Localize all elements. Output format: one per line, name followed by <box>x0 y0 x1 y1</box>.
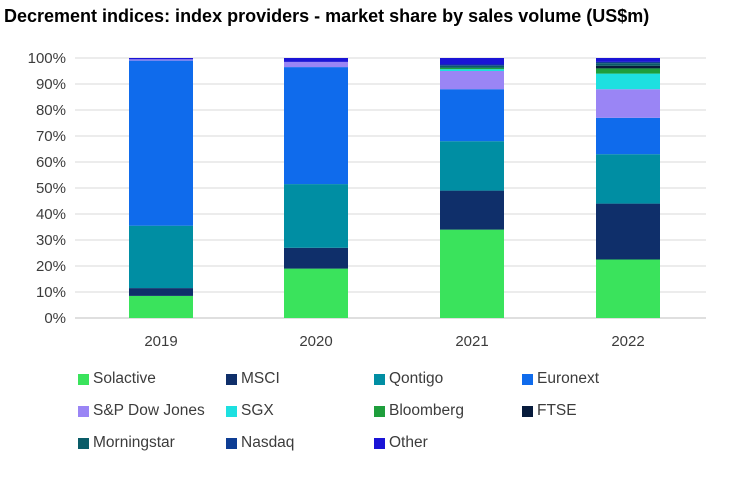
bar-segment-euronext <box>440 89 504 142</box>
legend-label: FTSE <box>537 402 577 419</box>
legend-item: Qontigo <box>374 370 443 388</box>
legend-label: MSCI <box>241 370 280 387</box>
legend-swatch <box>78 373 89 385</box>
legend-item: MSCI <box>226 370 280 388</box>
legend-item: Morningstar <box>78 434 175 452</box>
bar-segment-s-p-dow-jones <box>596 89 660 118</box>
legend-swatch <box>226 405 237 417</box>
bar-segment-euronext <box>129 60 193 226</box>
legend-item: S&P Dow Jones <box>78 402 205 420</box>
legend-label: SGX <box>241 402 274 419</box>
bar-segment-nasdaq <box>440 64 504 66</box>
legend-item: Other <box>374 434 428 452</box>
bar-segment-sgx <box>440 69 504 71</box>
legend-label: Morningstar <box>93 434 175 451</box>
bar-segment-msci <box>596 203 660 260</box>
legend-swatch <box>226 437 237 449</box>
legend-item: Solactive <box>78 370 156 388</box>
x-tick-label: 2022 <box>611 333 644 350</box>
legend-item: Bloomberg <box>374 402 464 420</box>
bar-segment-solactive <box>596 259 660 318</box>
bar-segment-solactive <box>129 295 193 318</box>
legend-swatch <box>226 373 237 385</box>
bar-segment-msci <box>129 288 193 296</box>
bar-segment-s-p-dow-jones <box>129 59 193 61</box>
bar-segment-other <box>596 58 660 62</box>
legend-item: Euronext <box>522 370 599 388</box>
y-tick-label: 0% <box>44 310 66 327</box>
legend-swatch <box>374 437 385 449</box>
legend-label: Other <box>389 434 428 451</box>
bar-segment-qontigo <box>129 225 193 289</box>
legend-label: Solactive <box>93 370 156 387</box>
legend-label: Euronext <box>537 370 600 387</box>
bar-segment-s-p-dow-jones <box>440 71 504 90</box>
y-tick-label: 30% <box>36 232 66 249</box>
x-tick-label: 2019 <box>144 333 177 350</box>
bar-segment-other <box>284 58 348 62</box>
legend-swatch <box>522 405 533 417</box>
y-tick-label: 60% <box>36 154 66 171</box>
x-tick-label: 2020 <box>299 333 332 350</box>
bar-segment-sgx <box>596 73 660 90</box>
bar-segment-msci <box>440 190 504 230</box>
legend-swatch <box>522 373 533 385</box>
bar-segment-bloomberg <box>440 67 504 70</box>
bar-segment-ftse <box>596 65 660 69</box>
bar-segment-s-p-dow-jones <box>284 61 348 68</box>
y-axis: 0% 10% 20% 30% 40% 50% 60% 70% 80% 90% 100% <box>28 50 66 327</box>
bar-segment-other <box>129 58 193 60</box>
y-tick-label: 100% <box>28 50 66 67</box>
legend-label: Qontigo <box>389 370 444 387</box>
bar-segment-qontigo <box>596 154 660 204</box>
bar-segment-euronext <box>284 67 348 185</box>
legend-label: S&P Dow Jones <box>93 402 205 419</box>
y-tick-label: 80% <box>36 102 66 119</box>
bar-segment-nasdaq <box>596 61 660 64</box>
legend-label: Bloomberg <box>389 402 464 419</box>
bar-segment-euronext <box>596 117 660 155</box>
legend-swatch <box>78 437 89 449</box>
x-tick-label: 2021 <box>455 333 488 350</box>
bar-segment-bloomberg <box>596 68 660 74</box>
legend-swatch <box>374 405 385 417</box>
y-tick-label: 10% <box>36 284 66 301</box>
legend-swatch <box>374 373 385 385</box>
bar-segment-morningstar <box>596 63 660 66</box>
legend-item: FTSE <box>522 402 577 420</box>
y-tick-label: 20% <box>36 258 66 275</box>
y-tick-label: 90% <box>36 76 66 93</box>
legend-item: SGX <box>226 402 274 420</box>
bar-segment-msci <box>284 247 348 269</box>
bar-segment-solactive <box>440 229 504 318</box>
y-tick-label: 50% <box>36 180 66 197</box>
bar-segment-qontigo <box>284 184 348 248</box>
x-axis: 2019 2020 2021 2022 <box>144 333 644 350</box>
legend-item: Nasdaq <box>226 434 294 452</box>
legend-swatch <box>78 405 89 417</box>
y-tick-label: 40% <box>36 206 66 223</box>
chart-title: Decrement indices: index providers - mar… <box>4 6 650 26</box>
bar-segment-qontigo <box>440 141 504 191</box>
y-tick-label: 70% <box>36 128 66 145</box>
bars <box>129 58 660 318</box>
legend-label: Nasdaq <box>241 434 295 451</box>
bar-segment-morningstar <box>440 65 504 68</box>
bar-segment-other <box>440 58 504 65</box>
bar-segment-solactive <box>284 268 348 318</box>
